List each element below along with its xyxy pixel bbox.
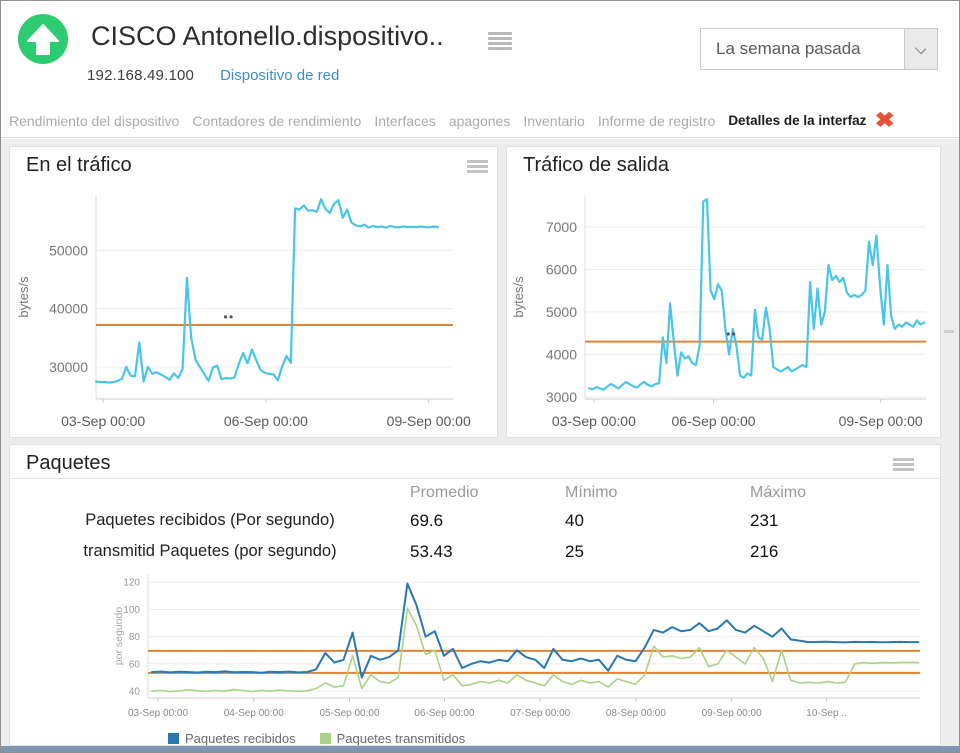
packets-stats-table: Promedio Mínimo Máximo Paquetes recibidos (… [10, 479, 940, 567]
out-traffic-title: Tráfico de salida [523, 154, 669, 176]
tab-bar: Rendimiento del dispositivo Contadores de… [1, 104, 959, 138]
svg-text:40: 40 [129, 687, 141, 698]
time-range-value: La semana pasada [716, 39, 861, 58]
svg-text:30000: 30000 [49, 359, 88, 375]
column-header: Máximo [750, 484, 807, 501]
svg-text:05-Sep 00:00: 05-Sep 00:00 [319, 708, 379, 719]
close-icon[interactable]: ✖ [875, 109, 896, 132]
svg-text:03-Sep 00:00: 03-Sep 00:00 [552, 413, 636, 429]
svg-text:03-Sep 00:00: 03-Sep 00:00 [61, 413, 145, 429]
in-traffic-chart: 30000 40000 50000 03-Sep 00:00 06-Sep 00:00 0… [16, 195, 471, 429]
packets-table-row: transmitid Paquetes (por segundo) 53.43 25… [10, 536, 940, 567]
packets-table-header: Promedio Mínimo Máximo [10, 481, 940, 505]
tab-5[interactable]: Inventario [523, 112, 585, 129]
svg-text:03-Sep 00:00: 03-Sep 00:00 [128, 708, 188, 719]
packets-table-row: Paquetes recibidos (Por segundo) 69.6 40 23… [10, 505, 940, 536]
packets-title: Paquetes [26, 452, 111, 474]
packets-panel: Paquetes Promedio Mínimo Máximo Paquetes re… [9, 444, 941, 746]
device-title: CISCO Antonello.dispositivo.. [91, 21, 444, 51]
in-traffic-title: En el tráfico [26, 154, 132, 176]
tab-1[interactable]: Rendimiento del dispositivo [9, 112, 180, 129]
tab-2[interactable]: Contadores de rendimiento [192, 112, 362, 129]
tab-4[interactable]: apagones [448, 112, 511, 129]
svg-text:4000: 4000 [546, 346, 577, 362]
legend-item[interactable]: Paquetes transmitidos [319, 731, 466, 746]
svg-text:60: 60 [129, 659, 141, 670]
out-traffic-chart: 3000 4000 5000 6000 7000 03-Sep 00:00 06-Sep 0… [511, 195, 926, 429]
chart-legend: Paquetes recibidos Paquetes transmitidos [10, 730, 940, 747]
footer-strip [1, 746, 959, 752]
header: CISCO Antonello.dispositivo.. 192.168.49… [1, 1, 959, 104]
chart-menu-icon[interactable] [467, 160, 488, 175]
legend-swatch-icon [168, 733, 179, 744]
svg-text:por segundo: por segundo [113, 607, 125, 666]
legend-swatch-icon [319, 733, 331, 744]
chevron-down-icon[interactable] [904, 29, 937, 69]
svg-text:7000: 7000 [546, 219, 577, 235]
svg-text:09-Sep 00:00: 09-Sep 00:00 [387, 413, 471, 429]
device-status-up-icon [18, 14, 68, 64]
column-header: Promedio [410, 484, 479, 501]
svg-text:6000: 6000 [546, 261, 577, 277]
up-arrow-icon [27, 24, 59, 55]
svg-text:bytes/s: bytes/s [16, 276, 31, 318]
legend-label: Paquetes recibidos [185, 731, 296, 746]
legend-label: Paquetes transmitidos [336, 731, 466, 746]
min-value: 25 [565, 541, 584, 561]
scrollbar-thumb[interactable] [944, 330, 954, 333]
svg-text:07-Sep 00:00: 07-Sep 00:00 [510, 708, 570, 719]
device-category-link[interactable]: Dispositivo de red [220, 67, 340, 84]
out-traffic-panel: Tráfico de salida 3000 4000 5000 6000 7000 03… [506, 146, 941, 438]
svg-text:06-Sep 00:00: 06-Sep 00:00 [224, 413, 308, 429]
avg-value: 69.6 [410, 510, 444, 530]
svg-text:04-Sep 00:00: 04-Sep 00:00 [224, 708, 284, 719]
tab-3[interactable]: Interfaces [374, 112, 436, 129]
tab-6[interactable]: Informe de registro [597, 112, 716, 129]
svg-text:06-Sep 00:00: 06-Sep 00:00 [414, 708, 474, 719]
page-area: En el tráfico 30000 40000 50000 03-Sep 00:0… [1, 139, 959, 748]
column-header: Mínimo [565, 484, 618, 501]
title-menu-icon[interactable] [488, 32, 512, 52]
device-ip: 192.168.49.100 [87, 67, 195, 84]
metric-label: transmitid Paquetes (por segundo) [83, 542, 337, 560]
svg-text:10-Sep ..: 10-Sep .. [806, 708, 847, 719]
svg-text:08-Sep 00:00: 08-Sep 00:00 [606, 708, 666, 719]
svg-text:80: 80 [129, 632, 141, 643]
svg-text:100: 100 [123, 605, 140, 616]
svg-text:09-Sep 00:00: 09-Sep 00:00 [702, 708, 762, 719]
svg-text:40000: 40000 [49, 301, 88, 317]
svg-text:09-Sep 00:00: 09-Sep 00:00 [839, 413, 923, 429]
legend-item[interactable]: Paquetes recibidos [168, 731, 296, 746]
in-traffic-panel: En el tráfico 30000 40000 50000 03-Sep 00:0… [9, 146, 498, 438]
max-value: 216 [750, 541, 779, 561]
min-value: 40 [565, 510, 584, 530]
metric-label: Paquetes recibidos (Por segundo) [85, 511, 335, 529]
svg-text:bytes/s: bytes/s [511, 276, 526, 318]
chart-menu-icon[interactable] [893, 458, 914, 473]
time-range-select[interactable]: La semana pasada [700, 28, 938, 70]
svg-text:120: 120 [123, 578, 140, 589]
svg-text:3000: 3000 [546, 389, 577, 405]
svg-text:5000: 5000 [546, 304, 577, 320]
svg-text:06-Sep 00:00: 06-Sep 00:00 [672, 413, 756, 429]
packets-chart: 40 60 80 100 120 03-Sep 00:00 04-Sep 00:00 05-S… [113, 574, 920, 719]
svg-text:50000: 50000 [49, 242, 88, 258]
max-value: 231 [750, 510, 779, 530]
device-subrow: 192.168.49.100 Dispositivo de red [87, 67, 339, 84]
tab-detalles-de-la-interfaz[interactable]: Detalles de la interfaz [728, 113, 867, 128]
avg-value: 53.43 [410, 541, 453, 561]
